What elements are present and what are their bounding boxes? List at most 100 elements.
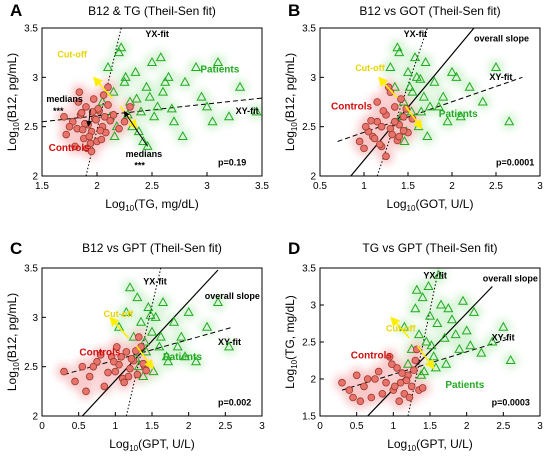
patient-point [451,71,462,81]
patient-point [411,284,422,294]
control-point [135,333,143,341]
control-point [139,359,148,368]
patient-point [121,306,132,316]
x-tick-label: 3.5 [255,181,269,192]
annotations: Controls Patients Cut-off YX-fit XY-fit overa… [79,276,259,407]
patient-point [179,351,191,361]
overall-slope-label: overall slope [205,291,260,301]
patient-halo [118,304,135,321]
patient-halo [155,294,171,311]
control-point [400,389,409,398]
control-point [78,125,87,134]
cutoff-arrow [390,316,411,339]
patient-point [144,91,155,101]
x-tick-label: 2 [449,181,455,192]
patient-point [139,336,150,346]
patient-halo [122,279,138,296]
patient-halo [452,108,469,125]
control-point [399,126,408,135]
significance-stars: *** [53,106,64,116]
y-tick-label: 2.5 [302,122,316,133]
patient-point [441,358,452,368]
x-axis-label: Log10(GOT, U/L) [387,197,474,213]
panel-d: D TG vs GPT (Theil-Sen fit) 0 0.5 1 1.5 2 2.5 3 1… [283,239,543,453]
cutoff-label: Cut-off [104,309,134,319]
patient-halo [117,69,134,86]
patient-point [422,131,433,141]
patient-point [415,73,426,83]
control-point [370,134,379,143]
x-tick-label: 2.5 [489,181,503,192]
overall-slope-line [81,269,219,416]
control-point [407,382,416,391]
patient-point [409,52,421,62]
patient-point [138,135,149,145]
control-point [126,103,134,111]
controls-label: Controls [49,143,91,154]
control-point [388,130,396,139]
control-point [352,371,361,380]
patients-label: Patients [163,352,202,363]
x-tick-label: 1 [113,421,119,432]
control-point [109,111,118,119]
control-point [127,354,136,363]
control-point [360,144,368,153]
control-point [104,368,112,377]
yx-fit-label: YX-fit [423,270,447,280]
patient-point [120,71,131,81]
y-tick-label: 2 [32,172,38,183]
control-point [378,389,387,398]
patient-point [163,71,174,81]
patient-point [135,106,147,116]
control-point [120,117,129,126]
yx-fit-label: YX-fit [145,29,169,39]
x-tick-label: 0.5 [350,421,364,432]
panel-c: C B12 vs GPT (Theil-Sen fit) 0 0.5 1 1.5 2 2.5 3… [5,239,265,453]
patient-point [402,358,414,368]
x-tick-label: 3 [537,421,543,432]
p-value: p=0.0003 [492,398,530,408]
control-point [85,132,94,141]
control-point [89,362,98,371]
control-point [363,375,372,383]
patient-halo [430,268,447,284]
patient-halo [396,319,413,336]
patient-point [476,347,487,357]
control-point [96,126,105,135]
control-point [75,88,84,96]
controls-label: Controls [351,350,393,361]
cutoff-label: Cut-off [355,63,385,73]
xy-fit-label: XY-fit [236,106,259,116]
x-tick-label: 1.5 [35,181,49,192]
patient-point [435,299,447,309]
patient-point [420,57,431,67]
patient-halo [474,94,491,110]
x-tick-label: 1.5 [423,421,437,432]
patient-point [438,91,449,101]
control-point [360,382,368,391]
panel-letter: B [288,1,300,20]
patient-halo [199,319,215,336]
patient-point [190,356,202,366]
patient-halo [232,79,248,96]
patient-halo [221,338,237,355]
x-tick-label: 1.5 [145,421,159,432]
x-tick-label: 1 [391,421,397,432]
patient-point [429,76,440,86]
y-tick-label: 3 [310,301,316,312]
control-point [99,91,108,99]
patient-point [148,366,159,376]
control-point [82,387,90,396]
control-point [373,98,382,106]
patient-point [97,96,108,106]
y-axis-label: Log10(TG, mg/dL) [283,295,299,389]
patient-point [413,329,425,339]
patient-point [142,140,153,150]
control-point [395,132,404,141]
control-point [402,376,411,385]
patient-halo [430,98,447,115]
xy-fit-label: XY-fit [489,72,512,82]
control-point [367,393,376,402]
patient-halo [426,74,443,91]
patient-point [399,321,410,331]
